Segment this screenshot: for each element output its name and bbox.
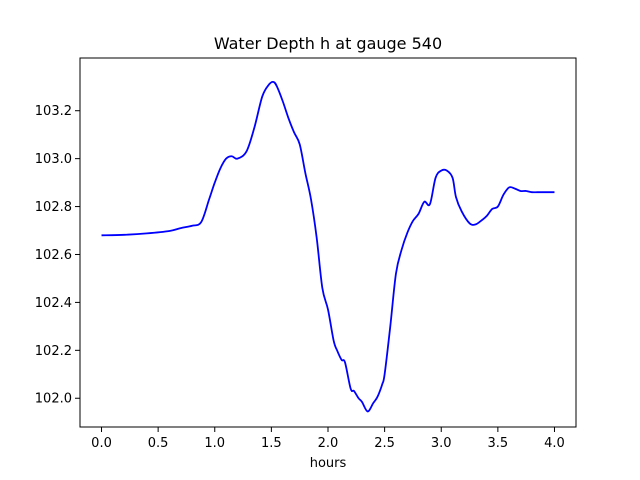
y-tick-label: 102.2	[35, 344, 72, 359]
y-axis-ticks: 102.0 102.2 102.4 102.6 102.8 103.0 103.2	[35, 104, 80, 407]
x-tick-label: 0.0	[91, 436, 112, 451]
x-tick-label: 3.5	[488, 436, 509, 451]
chart-title: Water Depth h at gauge 540	[214, 34, 442, 53]
x-tick-label: 3.0	[431, 436, 452, 451]
y-tick-label: 103.2	[35, 104, 72, 119]
x-tick-label: 4.0	[544, 436, 565, 451]
x-tick-label: 1.5	[261, 436, 282, 451]
series-layer	[101, 80, 555, 413]
x-tick-label: 0.5	[148, 436, 169, 451]
y-tick-label: 103.0	[35, 152, 72, 167]
x-axis-ticks: 0.0 0.5 1.0 1.5 2.0 2.5 3.0 3.5 4.0	[91, 427, 565, 451]
x-tick-label: 2.5	[374, 436, 395, 451]
y-tick-label: 102.4	[35, 296, 72, 311]
plot-frame	[79, 57, 577, 428]
y-tick-label: 102.0	[35, 392, 72, 407]
x-tick-label: 2.0	[318, 436, 339, 451]
x-tick-label: 1.0	[204, 436, 225, 451]
y-tick-label: 102.8	[35, 200, 72, 215]
y-tick-label: 102.6	[35, 248, 72, 263]
x-axis-label: hours	[310, 456, 347, 471]
water-depth-line	[101, 80, 555, 413]
